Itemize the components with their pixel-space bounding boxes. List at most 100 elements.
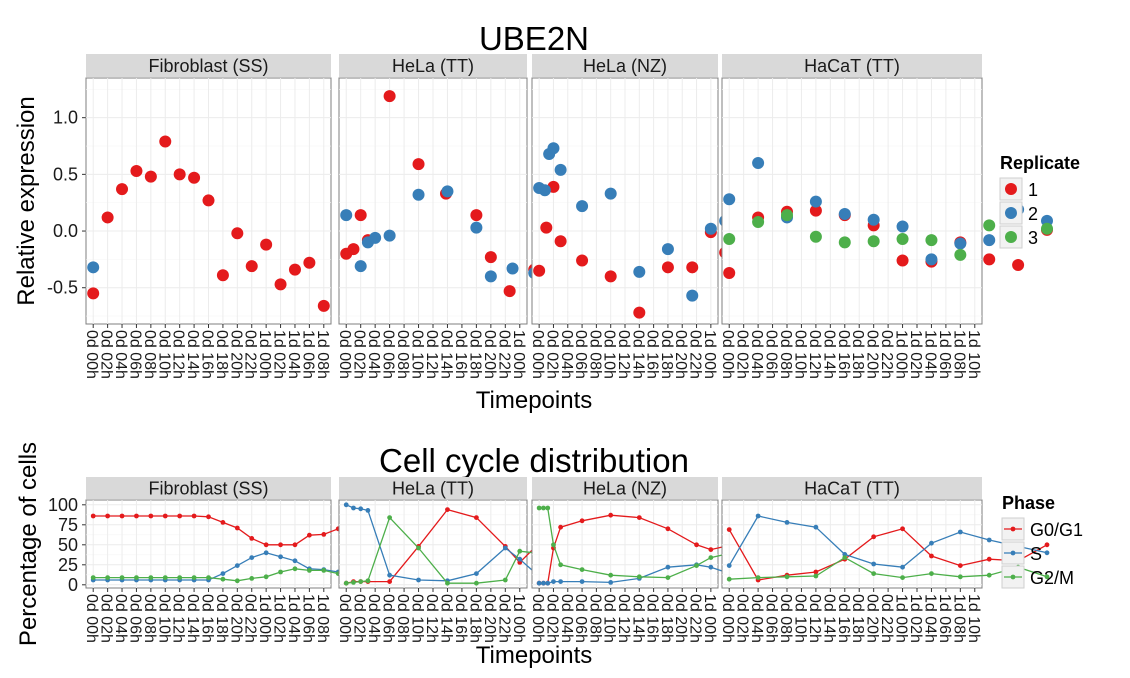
data-point — [755, 513, 761, 519]
x-tick-label: 0d 12h — [615, 330, 632, 379]
legend-marker — [1010, 550, 1016, 556]
data-point — [445, 580, 450, 586]
data-point — [726, 527, 732, 532]
x-tick-label: 0d 14h — [184, 594, 201, 643]
data-point — [288, 263, 301, 276]
data-point — [579, 518, 585, 524]
data-point — [576, 200, 589, 213]
data-point — [986, 556, 992, 562]
x-tick-label: 0d 16h — [199, 330, 216, 379]
data-point — [517, 556, 523, 562]
data-point — [558, 579, 564, 584]
data-point — [929, 553, 934, 559]
x-tick-label: 1d 06h — [299, 594, 316, 643]
data-point — [191, 575, 197, 580]
x-tick-label: 0d 12h — [806, 594, 823, 643]
x-tick-label: 0d 14h — [437, 330, 454, 379]
x-tick-label: 0d 14h — [820, 594, 837, 643]
legend-marker — [1005, 207, 1017, 219]
data-point — [263, 550, 269, 556]
data-point — [900, 564, 905, 570]
x-tick-label: 0d 02h — [543, 330, 560, 379]
facet-strip-label: HeLa (NZ) — [583, 479, 667, 499]
x-tick-label: 1d 00h — [256, 594, 273, 643]
data-point — [347, 243, 360, 256]
x-tick-label: 1d 00h — [256, 330, 273, 379]
x-tick-label: 0d 16h — [644, 594, 661, 643]
x-tick-label: 0d 02h — [734, 594, 751, 643]
x-tick-label: 1d 00h — [893, 330, 910, 379]
x-tick-label: 0d 12h — [423, 330, 440, 379]
data-point — [536, 580, 542, 586]
facet-strip — [339, 54, 527, 77]
data-point — [502, 545, 508, 551]
data-point — [321, 532, 327, 537]
data-point — [1044, 574, 1050, 580]
x-tick-label: 0d 00h — [529, 330, 546, 379]
data-point — [343, 502, 349, 508]
data-point — [173, 168, 186, 181]
data-point — [957, 574, 963, 580]
x-tick-label: 0d 22h — [242, 330, 259, 379]
data-point — [686, 261, 699, 274]
legend: Phase G0/G1 S G2/M — [1001, 493, 1083, 589]
data-point — [148, 575, 154, 580]
data-point — [551, 542, 556, 548]
x-tick-label: 0d 08h — [586, 594, 603, 643]
data-point — [838, 236, 851, 249]
data-point — [896, 232, 909, 245]
data-point — [784, 574, 790, 580]
x-tick-label: 1d 08h — [314, 594, 331, 643]
data-point — [234, 578, 240, 584]
data-point — [558, 562, 564, 568]
legend-title: Phase — [1002, 493, 1055, 513]
legend-marker — [1005, 231, 1017, 243]
x-tick-label: 0d 06h — [763, 330, 780, 379]
data-point — [842, 555, 848, 560]
data-point — [579, 579, 585, 584]
x-tick-label: 1d 00h — [893, 594, 910, 643]
data-point — [871, 561, 877, 567]
data-point — [416, 577, 421, 583]
data-point — [896, 254, 909, 267]
data-point — [162, 575, 168, 580]
x-tick-label: 0d 10h — [601, 330, 618, 379]
x-axis-title: Timepoints — [476, 642, 592, 669]
x-tick-label: 0d 18h — [466, 330, 483, 379]
legend-label: G0/G1 — [1030, 520, 1083, 540]
x-tick-label: 0d 06h — [126, 594, 143, 643]
data-point — [551, 579, 556, 584]
x-tick-label: 0d 14h — [629, 330, 646, 379]
data-point — [220, 576, 226, 582]
x-tick-label: 1d 00h — [510, 594, 527, 643]
data-point — [954, 248, 967, 261]
expression-chart: UBE2N Relative expression -0.5 0.0 0.5 1.0 Tim… — [13, 20, 1080, 414]
data-point — [986, 537, 992, 543]
data-point — [726, 576, 732, 582]
facet-strip-label: Fibroblast (SS) — [148, 479, 268, 499]
data-point — [554, 235, 567, 248]
facet-strip-label: HaCaT (TT) — [804, 56, 900, 76]
data-point — [502, 577, 508, 583]
x-tick-label: 0d 10h — [155, 330, 172, 379]
data-point — [957, 563, 963, 568]
x-tick-label: 0d 04h — [112, 330, 129, 379]
data-point — [90, 513, 96, 519]
facet-strip — [86, 54, 331, 77]
data-point — [608, 512, 614, 518]
data-point — [536, 505, 542, 511]
facet-strip-label: HaCaT (TT) — [804, 479, 900, 499]
data-point — [547, 142, 560, 155]
x-tick-label: 0d 10h — [409, 594, 426, 643]
data-point — [867, 213, 880, 226]
data-point — [661, 243, 674, 256]
x-tick-label: 0d 08h — [141, 594, 158, 643]
data-point — [303, 256, 316, 269]
facet-strip — [532, 477, 718, 499]
x-tick-label: 0d 04h — [558, 330, 575, 379]
data-point — [317, 299, 330, 312]
